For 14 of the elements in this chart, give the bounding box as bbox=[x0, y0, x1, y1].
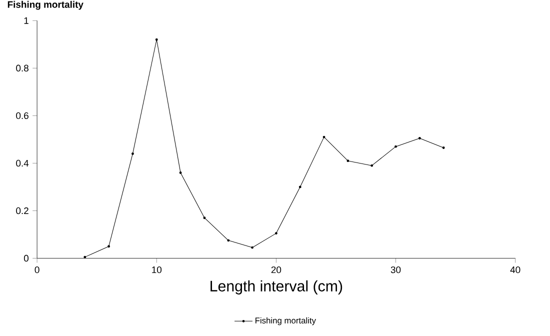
y-tick-label: 0.8 bbox=[16, 64, 28, 72]
x-tick-label: 40 bbox=[510, 266, 520, 274]
x-tick-label: 20 bbox=[271, 266, 282, 274]
legend-label: Fishing mortality bbox=[256, 317, 316, 326]
x-tick-label: 30 bbox=[390, 266, 401, 274]
x-axis-title: Length interval (cm) bbox=[210, 280, 342, 294]
y-tick-label: 0.4 bbox=[16, 160, 29, 167]
y-tick-label: 0.2 bbox=[16, 207, 28, 214]
y-tick-label: 1 bbox=[24, 17, 28, 24]
x-tick-label: 10 bbox=[152, 266, 162, 274]
y-tick-label: 0.6 bbox=[16, 112, 28, 120]
y-axis-title: Fishing mortality bbox=[8, 0, 84, 10]
y-tick-label: 0 bbox=[24, 254, 29, 262]
x-tick-label: 0 bbox=[34, 266, 40, 274]
